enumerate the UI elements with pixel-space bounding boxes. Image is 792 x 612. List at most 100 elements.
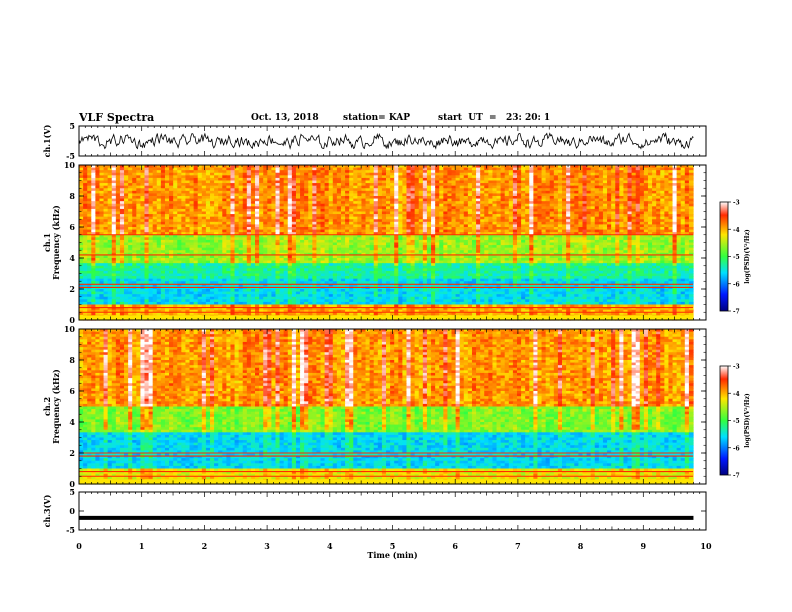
spectrogram-cell bbox=[336, 211, 342, 215]
spectrogram-cell bbox=[255, 175, 260, 179]
spectrogram-cell bbox=[443, 190, 448, 195]
spectrogram-cell bbox=[230, 177, 236, 182]
spectrogram-cell bbox=[574, 206, 579, 210]
spectrogram-cell bbox=[652, 219, 657, 223]
spectrogram-cell bbox=[410, 188, 416, 192]
spectrogram-cell bbox=[562, 211, 567, 215]
spectrogram-cell bbox=[668, 206, 674, 210]
spectrogram-cell bbox=[533, 221, 539, 226]
spectrogram-cell bbox=[512, 170, 518, 174]
spectrogram-cell bbox=[164, 221, 170, 226]
spectrogram-cell bbox=[631, 216, 637, 220]
spectrogram-cell bbox=[304, 190, 309, 195]
spectrogram-cell bbox=[500, 175, 506, 179]
spectrogram-cell bbox=[451, 165, 457, 169]
spectrogram-cell bbox=[291, 224, 297, 228]
spectrogram-cell bbox=[169, 214, 174, 218]
spectrogram-cell bbox=[300, 188, 305, 192]
spectrogram-cell bbox=[525, 214, 530, 218]
spectrogram-cell bbox=[287, 219, 293, 223]
spectrogram-cell bbox=[332, 214, 338, 218]
spectrogram-cell bbox=[345, 216, 350, 220]
spectrogram-cell bbox=[484, 185, 489, 189]
spectrogram-cell bbox=[557, 211, 563, 215]
spectrogram-cell bbox=[443, 172, 448, 176]
spectrogram-cell bbox=[582, 180, 588, 184]
spectrogram-cell bbox=[115, 208, 121, 213]
spectrogram-cell bbox=[664, 203, 670, 207]
spectrogram-cell bbox=[508, 167, 514, 171]
spectrogram-cell bbox=[459, 216, 465, 220]
spectrogram-cell bbox=[476, 201, 481, 205]
spectrogram-cell bbox=[431, 224, 436, 228]
spectrogram-cell bbox=[169, 198, 174, 202]
spectrogram-cell bbox=[467, 201, 473, 205]
spectrogram-cell bbox=[443, 198, 448, 202]
spectrogram-cell bbox=[504, 206, 510, 210]
spectrogram-cell bbox=[402, 211, 408, 215]
spectrogram-cell bbox=[193, 227, 199, 231]
spectrogram-cell bbox=[361, 185, 367, 189]
spectrogram-cell bbox=[316, 214, 322, 218]
spectrogram-cell bbox=[688, 177, 694, 182]
spectrogram-cell bbox=[357, 219, 363, 223]
spectrogram-cell bbox=[488, 196, 494, 200]
spectrogram-cell bbox=[394, 224, 399, 228]
spectrogram-cell bbox=[451, 190, 457, 195]
spectrogram-cell bbox=[87, 193, 92, 197]
spectrogram-cell bbox=[279, 206, 285, 210]
spectrogram-cell bbox=[611, 214, 616, 218]
spectrogram-cell bbox=[463, 221, 469, 226]
spectrogram-cell bbox=[197, 196, 203, 200]
spectrogram-cell bbox=[549, 193, 555, 197]
spectrogram-cell bbox=[336, 172, 342, 176]
spectrogram-cell bbox=[508, 224, 514, 228]
spectrogram-cell bbox=[148, 167, 154, 171]
spectrogram-cell bbox=[291, 183, 297, 187]
spectrogram-cell bbox=[230, 193, 236, 197]
spectrogram-cell bbox=[566, 208, 571, 213]
spectrogram-cell bbox=[295, 224, 301, 228]
spectrogram-cell bbox=[463, 196, 469, 200]
spectrogram-cell bbox=[169, 206, 174, 210]
spectrogram-cell bbox=[193, 185, 199, 189]
spectrogram-cell bbox=[336, 175, 342, 179]
spectrogram-cell bbox=[148, 180, 154, 184]
spectrogram-cell bbox=[439, 201, 444, 205]
spectrogram-cell bbox=[173, 177, 178, 182]
spectrogram-cell bbox=[377, 188, 383, 192]
spectrogram-cell bbox=[611, 219, 616, 223]
spectrogram-cell bbox=[435, 190, 440, 195]
spectrogram-cell bbox=[615, 183, 620, 187]
spectrogram-cell bbox=[173, 180, 178, 184]
spectrogram-cell bbox=[169, 208, 174, 213]
spectrogram-cell bbox=[336, 216, 342, 220]
spectrogram-cell bbox=[209, 206, 215, 210]
spectrogram-cell bbox=[598, 214, 604, 218]
spectrogram-cell bbox=[594, 214, 600, 218]
spectrogram-cell bbox=[619, 188, 625, 192]
spectrogram-cell bbox=[287, 175, 293, 179]
spectrogram-cell bbox=[99, 185, 105, 189]
spectrogram-cell bbox=[197, 183, 203, 187]
spectrogram-cell bbox=[283, 190, 289, 195]
spectrogram-cell bbox=[381, 227, 387, 231]
spectrogram-cell bbox=[377, 193, 383, 197]
spectrogram-cell bbox=[668, 170, 674, 174]
spectrogram-cell bbox=[402, 175, 408, 179]
spectrogram-cell bbox=[459, 175, 465, 179]
spectrogram-cell bbox=[230, 214, 236, 218]
spectrogram-cell bbox=[537, 198, 543, 202]
spectrogram-cell bbox=[488, 201, 494, 205]
spectrogram-cell bbox=[312, 188, 318, 192]
spectrogram-cell bbox=[647, 193, 653, 197]
spectrogram-cell bbox=[590, 221, 596, 226]
spectrogram-cell bbox=[631, 224, 637, 228]
spectrogram-cell bbox=[390, 224, 395, 228]
spectrogram-cell bbox=[570, 185, 575, 189]
spectrogram-cell bbox=[140, 165, 146, 169]
spectrogram-cell bbox=[652, 214, 657, 218]
spectrogram-cell bbox=[279, 214, 285, 218]
spectrogram-cell bbox=[381, 172, 387, 176]
spectrogram-cell bbox=[242, 180, 248, 184]
